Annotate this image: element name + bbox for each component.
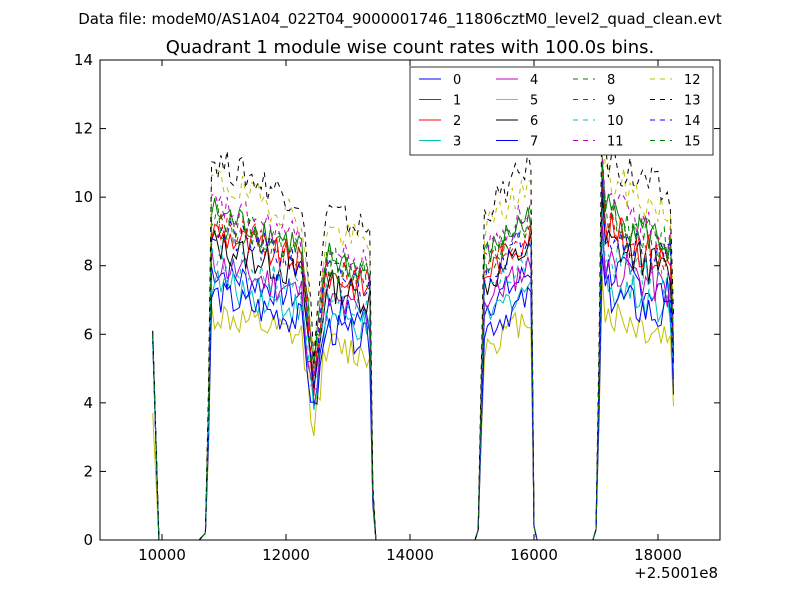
x-tick-label: 16000 [510, 546, 558, 564]
series-line-14 [152, 178, 674, 541]
series-line-15 [152, 163, 674, 541]
y-tick-label: 6 [83, 325, 93, 343]
legend-label-11: 11 [607, 135, 624, 150]
legend-label-8: 8 [607, 73, 615, 88]
legend-label-6: 6 [530, 114, 538, 129]
legend-label-4: 4 [530, 73, 538, 88]
y-tick-label: 8 [83, 257, 93, 275]
legend-label-12: 12 [684, 73, 701, 88]
x-axis: 10000 12000 14000 16000 18000 [138, 60, 682, 564]
legend-label-9: 9 [607, 94, 615, 109]
x-tick-label: 14000 [386, 546, 434, 564]
legend-label-7: 7 [530, 135, 538, 150]
series-line-10 [152, 208, 674, 541]
chart-title: Quadrant 1 module wise count rates with … [166, 37, 655, 58]
data-file-suptitle: Data file: modeM0/AS1A04_022T04_90000017… [78, 10, 722, 29]
y-tick-label: 10 [74, 188, 93, 206]
legend-label-3: 3 [453, 135, 461, 150]
x-tick-label: 12000 [262, 546, 310, 564]
series-line-13 [152, 95, 674, 541]
y-tick-label: 12 [74, 120, 93, 138]
series-line-9 [152, 171, 674, 541]
series-line-8 [152, 163, 674, 541]
y-tick-label: 2 [83, 462, 93, 480]
legend-label-15: 15 [684, 135, 701, 150]
series-line-11 [152, 148, 674, 541]
series-line-1 [152, 155, 674, 541]
y-tick-label: 0 [83, 531, 93, 549]
legend-label-0: 0 [453, 73, 461, 88]
series-line-7 [152, 253, 674, 541]
legend-label-14: 14 [684, 114, 701, 129]
series-line-6 [152, 193, 674, 541]
x-tick-label: 10000 [138, 546, 186, 564]
legend-label-5: 5 [530, 94, 538, 109]
legend-label-10: 10 [607, 114, 624, 129]
legend-label-1: 1 [453, 94, 461, 109]
y-tick-label: 14 [74, 51, 93, 69]
legend-label-2: 2 [453, 114, 461, 129]
series-lines [152, 95, 674, 541]
x-tick-label: 18000 [634, 546, 682, 564]
legend-label-13: 13 [684, 94, 701, 109]
series-line-5 [152, 276, 674, 541]
series-line-3 [152, 238, 674, 541]
y-tick-label: 4 [83, 394, 93, 412]
x-offset-label: +2.5001e8 [634, 564, 718, 582]
series-line-2 [152, 178, 674, 541]
